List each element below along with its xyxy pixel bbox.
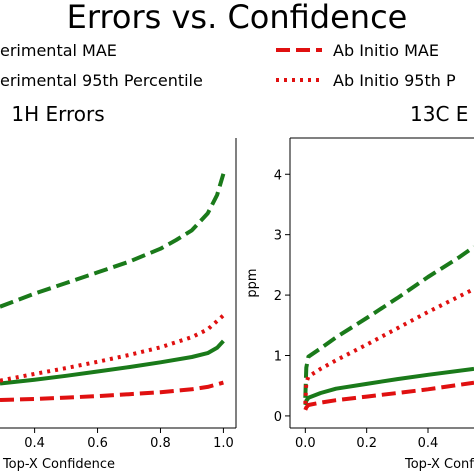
series-line-experimental-95th-percentile [0, 173, 226, 309]
x-tick-label: 0.2 [356, 436, 377, 451]
x-tick-label: 0.0 [295, 436, 316, 451]
series-line-experimental-95th-percentile [303, 245, 474, 398]
y-tick-label: 2 [274, 289, 282, 304]
y-tick-label: 3 [274, 229, 282, 244]
series-line-ab-initio-95th-percentile [0, 313, 225, 383]
series-line-experimental-mae [303, 366, 474, 406]
panel-13c: 13C E 0.0 0.2 0.4 0 1 2 3 4 ppm Top-X Confidenc… [245, 102, 474, 472]
panel-1h-series [0, 173, 226, 402]
legend-label-exp-mae: erimental MAE [0, 41, 117, 60]
y-tick-label: 0 [274, 410, 282, 425]
legend-label-abinitio-95: Ab Initio 95th P [333, 71, 456, 90]
x-tick-label: 1.0 [213, 436, 234, 451]
panel-1h-xlabel: Top-X Confidence [2, 457, 115, 472]
panel-13c-ylabel: ppm [245, 268, 260, 297]
x-tick-label: 0.4 [418, 436, 439, 451]
series-line-experimental-mae [0, 339, 225, 386]
panel-1h-title: 1H Errors [11, 102, 104, 126]
x-tick-label: 0.4 [24, 436, 45, 451]
panel-13c-series [303, 245, 474, 411]
series-line-ab-initio-mae [303, 380, 474, 411]
y-tick-label: 4 [274, 168, 282, 183]
legend-label-abinitio-mae: Ab Initio MAE [333, 41, 439, 60]
panel-13c-xlabel: Top-X Confidence [404, 457, 474, 472]
panel-13c-title: 13C E [410, 102, 468, 126]
panel-1h-ticks: 0.4 0.6 0.8 1.0 [24, 428, 234, 451]
legend-label-exp-95: erimental 95th Percentile [0, 71, 203, 90]
chart-title: Errors vs. Confidence [67, 0, 408, 36]
series-line-ab-initio-mae [0, 380, 224, 402]
panel-13c-ticks: 0.0 0.2 0.4 0 1 2 3 4 [274, 168, 439, 451]
y-tick-label: 1 [274, 350, 282, 365]
panel-1h: 1H Errors 0.4 0.6 0.8 1.0 Top-X Confidence [0, 102, 237, 472]
x-tick-label: 0.6 [87, 436, 108, 451]
x-tick-label: 0.8 [150, 436, 171, 451]
legend: erimental MAE erimental 95th Percentile … [0, 41, 456, 90]
